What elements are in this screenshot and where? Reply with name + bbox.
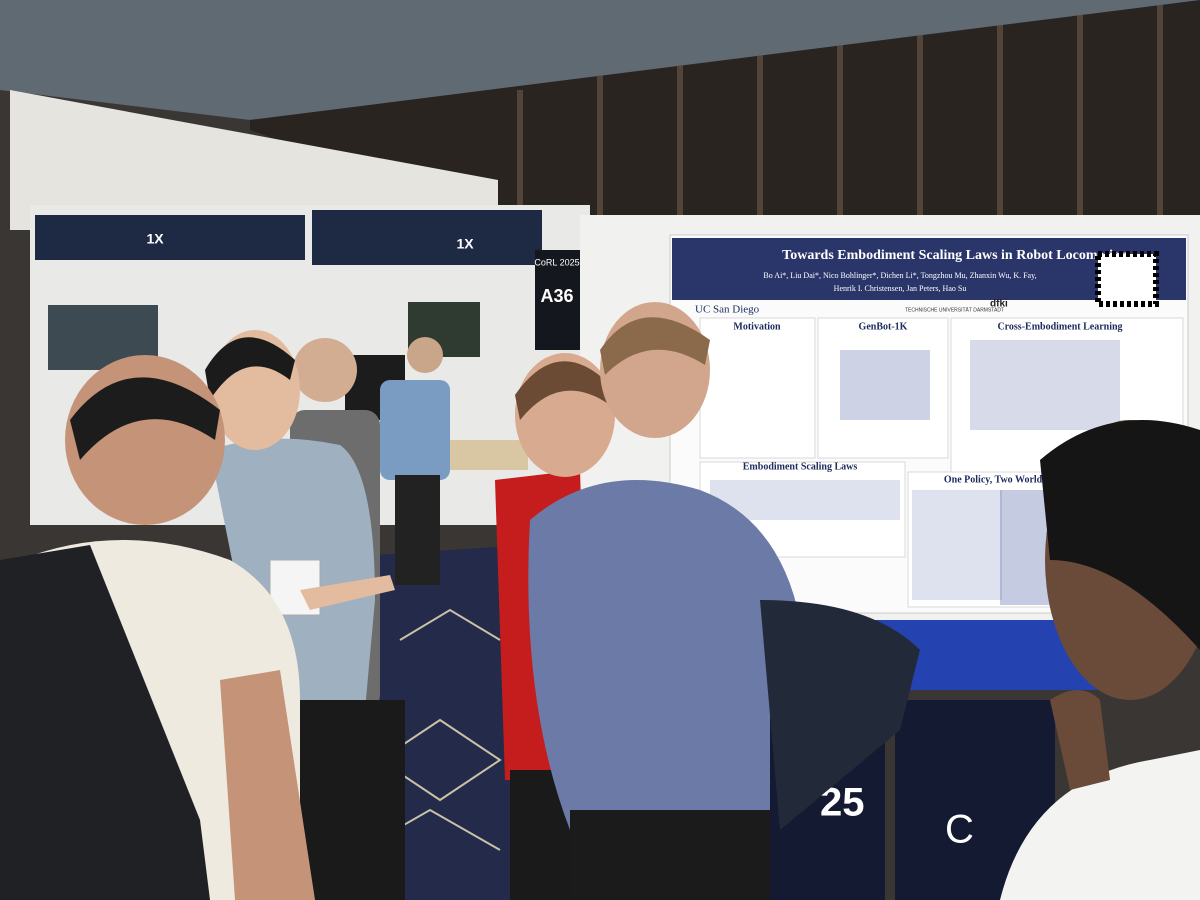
poster-authors: Henrik I. Christensen, Jan Peters, Hao S… <box>834 284 967 293</box>
booth-marker-event: CoRL 2025 <box>534 257 579 267</box>
poster-section-heading: GenBot-1K <box>859 321 908 332</box>
booth-sign-text: 1X <box>146 231 164 247</box>
poster-section-heading: One Policy, Two Worlds <box>944 474 1046 485</box>
qr-code <box>1095 251 1159 307</box>
booth-sign <box>35 215 305 260</box>
person-polo <box>205 330 405 900</box>
booth-marker-number: A36 <box>540 286 573 306</box>
person-blue-shirt <box>528 302 920 900</box>
poster-section-heading: Cross-Embodiment Learning <box>997 321 1122 332</box>
curtain-folds <box>517 5 1163 240</box>
banner-text: C <box>945 808 974 852</box>
poster-section-heading: Motivation <box>733 321 781 332</box>
person-backpack <box>0 355 315 900</box>
booth-sign <box>312 210 542 265</box>
person-right <box>1000 420 1200 900</box>
affiliation: dfki <box>990 299 1008 310</box>
affiliation: UC San Diego <box>695 304 760 316</box>
poster-title: Towards Embodiment Scaling Laws in Robot… <box>782 248 1128 263</box>
poster-authors: Bo Ai*, Liu Dai*, Nico Bohlinger*, Diche… <box>763 271 1036 280</box>
booth-sign-text: 1X <box>456 236 474 252</box>
poster-figures <box>710 340 1120 605</box>
booth-marker <box>535 250 580 350</box>
affiliation: TECHNISCHE UNIVERSITÄT DARMSTADT <box>905 306 1004 313</box>
poster-section-heading: Embodiment Scaling Laws <box>743 461 858 472</box>
booth-upper-wall <box>10 90 498 230</box>
ceiling <box>0 0 1200 120</box>
